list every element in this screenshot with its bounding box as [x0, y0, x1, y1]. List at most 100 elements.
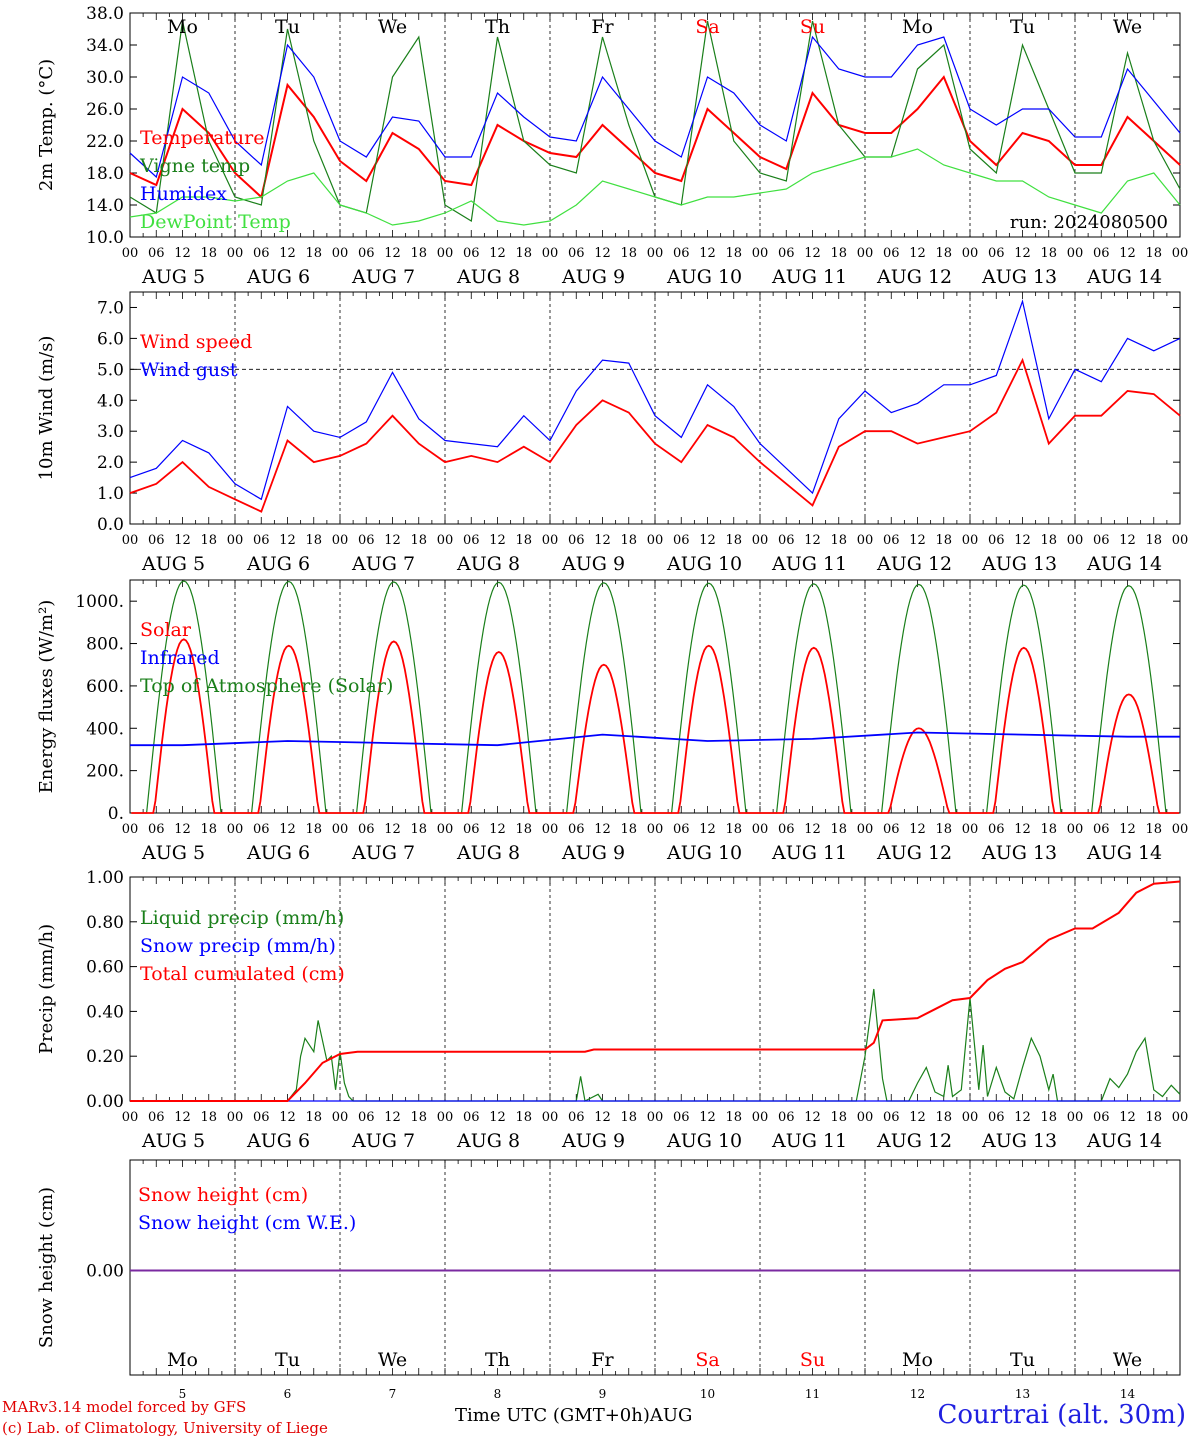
date-label: AUG 9 [561, 1130, 625, 1152]
y-tick-label: 1.0 [97, 484, 124, 504]
hour-tick-label: 12 [1014, 533, 1031, 548]
day-number: 5 [179, 1387, 187, 1401]
legend-wind-speed: Wind speed [140, 331, 252, 353]
hour-tick-label: 06 [253, 822, 270, 837]
hour-tick-label: 06 [463, 246, 480, 261]
day-label: Th [485, 1349, 510, 1371]
date-label: AUG 5 [141, 266, 205, 288]
hour-tick-label: 18 [1040, 1110, 1057, 1125]
date-label: AUG 8 [456, 1130, 520, 1152]
y-tick-label: 1000. [75, 592, 124, 612]
series-wind-speed [129, 357, 1181, 513]
hour-tick-label: 18 [935, 533, 952, 548]
y-tick-label: 7.0 [97, 298, 124, 318]
y-tick-label: 5.0 [97, 360, 124, 380]
day-label: Sa [695, 16, 719, 38]
hour-tick-label: 18 [830, 1110, 847, 1125]
hour-tick-label: 18 [620, 246, 637, 261]
hour-tick-label: 00 [857, 1110, 874, 1125]
hour-tick-label: 00 [857, 246, 874, 261]
y-tick-label: 0.00 [86, 1262, 124, 1282]
hour-tick-label: 18 [620, 533, 637, 548]
y-tick-label: 0.00 [86, 1092, 124, 1112]
hour-tick-label: 18 [200, 1110, 217, 1125]
y-tick-label: 400. [86, 719, 124, 739]
date-label: AUG 10 [666, 266, 742, 288]
date-label: AUG 11 [771, 1130, 847, 1152]
hour-tick-label: 06 [673, 246, 690, 261]
hour-tick-label: 12 [1119, 533, 1136, 548]
xlabel-text: Time UTC (GMT+0h) [455, 1405, 650, 1426]
hour-tick-label: 00 [542, 533, 559, 548]
hour-tick-label: 00 [332, 246, 349, 261]
day-number: 6 [284, 1387, 292, 1401]
hour-tick-label: 00 [542, 246, 559, 261]
y-tick-label: 18.0 [86, 164, 124, 184]
date-label: AUG 14 [1086, 842, 1162, 864]
y-tick-label: 26.0 [86, 100, 124, 120]
series-solar [131, 638, 1180, 814]
hour-tick-label: 00 [1067, 1110, 1084, 1125]
date-label: AUG 12 [876, 553, 952, 575]
hour-tick-label: 00 [542, 822, 559, 837]
hour-tick-label: 12 [174, 246, 191, 261]
hour-tick-label: 18 [305, 533, 322, 548]
hour-tick-label: 00 [962, 822, 979, 837]
hour-tick-label: 12 [489, 533, 506, 548]
hour-tick-label: 12 [804, 1110, 821, 1125]
hour-tick-label: 12 [1119, 246, 1136, 261]
hour-tick-label: 12 [384, 1110, 401, 1125]
hour-tick-label: 18 [830, 246, 847, 261]
date-label: AUG 14 [1086, 553, 1162, 575]
hour-tick-label: 00 [647, 1110, 664, 1125]
hour-tick-label: 00 [122, 246, 139, 261]
hour-tick-label: 06 [778, 822, 795, 837]
hour-tick-label: 00 [122, 1110, 139, 1125]
hour-tick-label: 00 [227, 1110, 244, 1125]
date-label: AUG 9 [561, 842, 625, 864]
y-axis-label: 2m Temp. (°C) [36, 59, 57, 191]
day-label: Mo [902, 16, 933, 38]
panel-1 [129, 12, 1181, 238]
hour-tick-label: 00 [752, 533, 769, 548]
hour-tick-label: 06 [1093, 246, 1110, 261]
hour-tick-label: 06 [148, 1110, 165, 1125]
series-wind-gust [129, 299, 1181, 501]
hour-tick-label: 06 [1093, 822, 1110, 837]
hour-tick-label: 00 [227, 822, 244, 837]
y-tick-label: 6.0 [97, 329, 124, 349]
hour-tick-label: 18 [935, 822, 952, 837]
date-label: AUG 5 [141, 1130, 205, 1152]
hour-tick-label: 12 [699, 1110, 716, 1125]
hour-tick-label: 06 [1093, 1110, 1110, 1125]
day-label: Tu [275, 16, 300, 38]
y-tick-label: 0.20 [86, 1047, 124, 1067]
hour-tick-label: 06 [673, 533, 690, 548]
day-label: Tu [1010, 16, 1035, 38]
hour-tick-label: 00 [647, 822, 664, 837]
hour-tick-label: 18 [1145, 246, 1162, 261]
hour-tick-label: 00 [437, 822, 454, 837]
day-label: We [378, 1349, 407, 1371]
y-axis-label: Energy fluxes (W/m²) [36, 600, 57, 794]
hour-tick-label: 06 [358, 822, 375, 837]
day-label: Su [800, 16, 825, 38]
y-tick-label: 14.0 [86, 196, 124, 216]
y-tick-label: 34.0 [86, 36, 124, 56]
hour-tick-label: 12 [489, 246, 506, 261]
hour-tick-label: 06 [463, 533, 480, 548]
hour-tick-label: 12 [1014, 822, 1031, 837]
hour-tick-label: 18 [200, 533, 217, 548]
day-label: We [1113, 16, 1142, 38]
series-temperature [129, 75, 1181, 199]
y-axis-label: 10m Wind (m/s) [36, 336, 57, 481]
legend-dewpoint-temp: DewPoint Temp [140, 211, 291, 233]
hour-tick-label: 18 [200, 822, 217, 837]
date-label: AUG 14 [1086, 1130, 1162, 1152]
hour-tick-label: 18 [515, 822, 532, 837]
hour-tick-label: 06 [568, 822, 585, 837]
y-tick-label: 10.0 [86, 228, 124, 248]
legend-liquid-precip-mm-h-: Liquid precip (mm/h) [140, 907, 344, 929]
series-total-cumulated-cm- [130, 880, 1181, 1102]
